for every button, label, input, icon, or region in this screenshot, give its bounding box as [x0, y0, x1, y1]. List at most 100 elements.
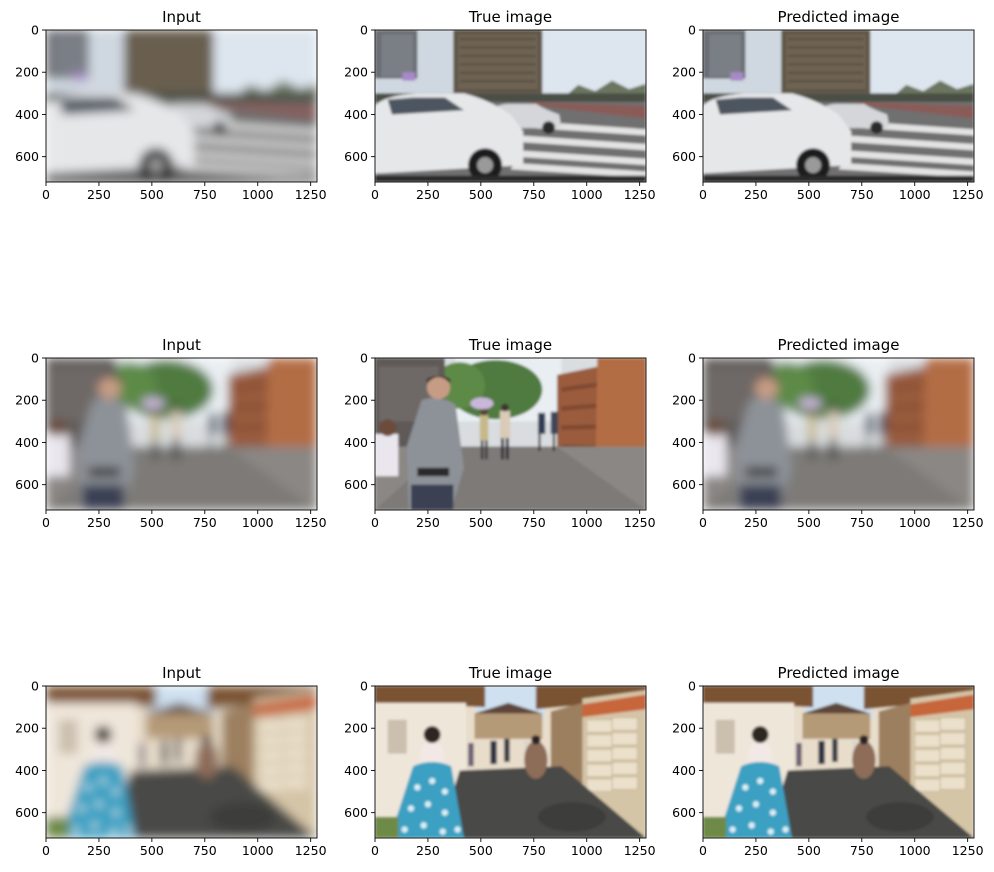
y-tick-label: 600 [672, 149, 696, 164]
y-tick-label: 600 [672, 805, 696, 820]
y-tick-label: 0 [688, 351, 696, 366]
x-tick-label: 250 [744, 187, 768, 202]
panel-title: Input [162, 336, 201, 354]
x-tick-label: 750 [850, 187, 874, 202]
y-tick-label: 0 [688, 679, 696, 694]
scene-image [703, 358, 974, 510]
y-tick-label: 0 [31, 351, 39, 366]
x-tick-label: 0 [371, 187, 379, 202]
y-tick-label: 200 [672, 393, 696, 408]
scene-image [46, 358, 317, 510]
x-tick-label: 0 [699, 515, 707, 530]
y-tick-label: 200 [344, 393, 368, 408]
image-panel: Predicted image 0 250 500 750 1000 1250 0 200 400… [672, 336, 983, 530]
x-tick-label: 1000 [242, 515, 274, 530]
scene-image [703, 30, 974, 182]
scene-image [375, 358, 646, 510]
x-tick-label: 750 [522, 843, 546, 858]
image-panel: Predicted image 0 250 500 750 1000 1250 0 200 400… [672, 664, 983, 858]
axes-frame [374, 685, 647, 839]
x-tick-label: 750 [522, 187, 546, 202]
y-tick-label: 0 [31, 23, 39, 38]
x-tick-label: 1250 [295, 515, 327, 530]
x-tick-label: 750 [193, 843, 217, 858]
y-tick-label: 400 [344, 107, 368, 122]
x-tick-label: 750 [522, 515, 546, 530]
x-tick-label: 750 [193, 515, 217, 530]
x-tick-label: 1000 [242, 843, 274, 858]
y-tick-label: 400 [672, 107, 696, 122]
y-tick-label: 200 [672, 721, 696, 736]
panel-title: Predicted image [778, 8, 900, 26]
x-tick-label: 1250 [952, 187, 984, 202]
y-tick-label: 400 [672, 435, 696, 450]
y-tick-label: 200 [344, 721, 368, 736]
image-panel: True image 0 250 500 750 1000 1250 0 200 400 600 [344, 8, 655, 202]
y-tick-label: 400 [344, 435, 368, 450]
x-tick-label: 250 [744, 843, 768, 858]
x-tick-label: 1250 [624, 515, 656, 530]
scene-image [703, 686, 974, 838]
x-tick-label: 0 [371, 843, 379, 858]
y-tick-label: 0 [31, 679, 39, 694]
y-tick-label: 200 [15, 65, 39, 80]
y-tick-label: 600 [344, 477, 368, 492]
y-tick-label: 200 [15, 393, 39, 408]
y-tick-label: 200 [672, 65, 696, 80]
x-tick-label: 0 [371, 515, 379, 530]
y-tick-label: 400 [672, 763, 696, 778]
x-tick-label: 250 [87, 843, 111, 858]
x-tick-label: 1000 [899, 843, 931, 858]
x-tick-label: 0 [42, 843, 50, 858]
y-tick-label: 0 [360, 679, 368, 694]
x-tick-label: 250 [87, 515, 111, 530]
axes-frame [374, 29, 647, 183]
y-tick-label: 200 [344, 65, 368, 80]
image-panel: Predicted image 0 250 500 750 1000 1250 0 200 400… [672, 8, 983, 202]
scene-image [375, 686, 646, 838]
panel-title: Predicted image [778, 664, 900, 682]
x-tick-label: 250 [744, 515, 768, 530]
x-tick-label: 1000 [571, 187, 603, 202]
x-tick-label: 1250 [295, 843, 327, 858]
y-tick-label: 600 [15, 477, 39, 492]
x-tick-label: 500 [797, 515, 821, 530]
panel-title: Predicted image [778, 336, 900, 354]
x-tick-label: 0 [42, 187, 50, 202]
scene-image [46, 686, 317, 838]
y-tick-label: 400 [344, 763, 368, 778]
y-tick-label: 600 [672, 477, 696, 492]
x-tick-label: 500 [469, 843, 493, 858]
y-tick-label: 0 [360, 351, 368, 366]
y-tick-label: 400 [15, 763, 39, 778]
axes-frame [45, 29, 318, 183]
x-tick-label: 0 [699, 843, 707, 858]
x-tick-label: 1250 [952, 515, 984, 530]
panel-title: True image [468, 8, 552, 26]
scene-image [46, 30, 317, 182]
x-tick-label: 1250 [624, 187, 656, 202]
y-tick-label: 0 [360, 23, 368, 38]
x-tick-label: 1250 [295, 187, 327, 202]
x-tick-label: 1250 [952, 843, 984, 858]
x-tick-label: 500 [140, 843, 164, 858]
x-tick-label: 1250 [624, 843, 656, 858]
x-tick-label: 750 [850, 843, 874, 858]
y-tick-label: 600 [15, 149, 39, 164]
axes-frame [45, 685, 318, 839]
y-tick-label: 200 [15, 721, 39, 736]
y-tick-label: 600 [344, 149, 368, 164]
scene-image [375, 30, 646, 182]
x-tick-label: 1000 [899, 515, 931, 530]
image-panel: True image 0 250 500 750 1000 1250 0 200 400 600 [344, 664, 655, 858]
axes-frame [702, 685, 975, 839]
x-tick-label: 500 [797, 843, 821, 858]
x-tick-label: 750 [850, 515, 874, 530]
x-tick-label: 1000 [571, 843, 603, 858]
axes-frame [702, 357, 975, 511]
x-tick-label: 500 [469, 515, 493, 530]
x-tick-label: 500 [469, 187, 493, 202]
x-tick-label: 250 [416, 843, 440, 858]
panel-title: Input [162, 8, 201, 26]
x-tick-label: 500 [797, 187, 821, 202]
